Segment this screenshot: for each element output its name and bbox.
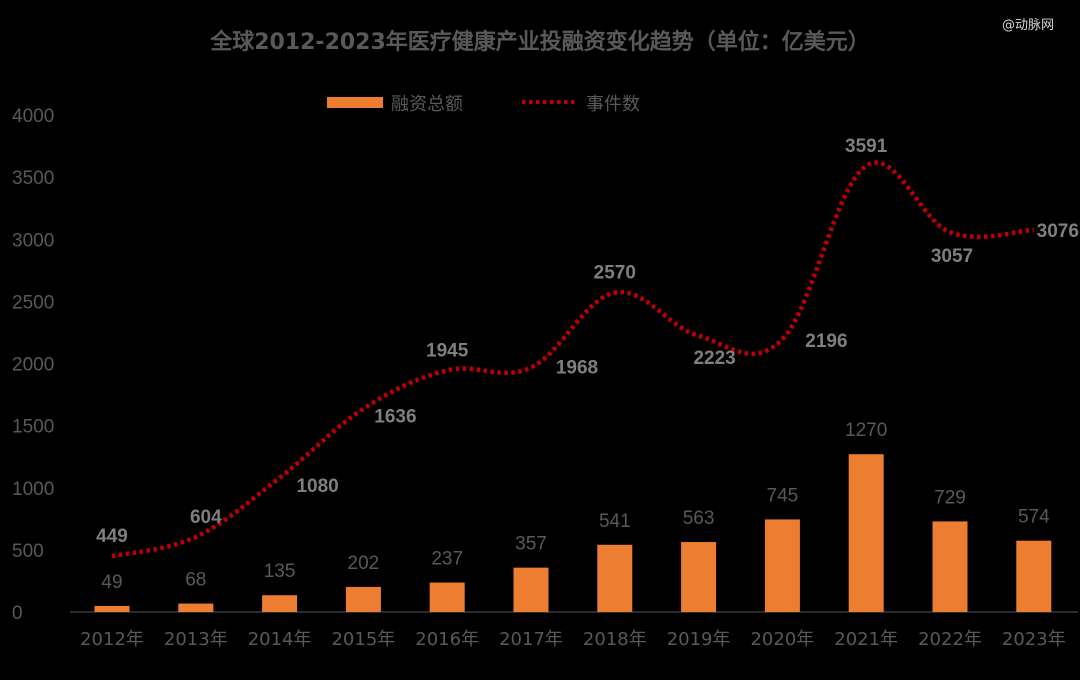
bar xyxy=(345,586,381,612)
line-data-label: 3591 xyxy=(845,136,888,157)
y-tick-label: 3000 xyxy=(12,230,54,251)
bar-data-label: 541 xyxy=(599,511,631,532)
line-data-label: 1945 xyxy=(426,340,469,361)
legend: 融资总额 事件数 xyxy=(327,94,640,115)
line-data-label: 2196 xyxy=(805,331,847,352)
y-axis: 0 500 1000 1500 2000 2500 3000 3500 4000 xyxy=(12,106,54,624)
line-labels: 449 604 1080 1636 1945 1968 2570 2223 2196 3591 30… xyxy=(96,136,1079,547)
x-tick-label: 2022年 xyxy=(918,629,982,650)
x-tick-label: 2018年 xyxy=(583,629,647,650)
legend-label-line: 事件数 xyxy=(586,94,640,115)
bar-data-label: 237 xyxy=(431,549,463,570)
line-data-label: 2223 xyxy=(693,348,735,369)
bar xyxy=(94,605,130,612)
bar-series xyxy=(94,454,1052,612)
x-tick-label: 2019年 xyxy=(667,629,731,650)
bar xyxy=(262,595,298,612)
bar-data-label: 202 xyxy=(348,553,380,574)
bar xyxy=(764,519,800,612)
watermark: @动脉网 xyxy=(1002,18,1054,33)
bar-data-label: 135 xyxy=(264,561,296,582)
bar-data-label: 729 xyxy=(934,487,966,508)
bar xyxy=(597,544,633,612)
line-data-label: 604 xyxy=(190,507,222,528)
bar xyxy=(681,542,717,612)
legend-label-bars: 融资总额 xyxy=(391,94,463,115)
x-axis: 2012年 2013年 2014年 2015年 2016年 2017年 2018年 2019年… xyxy=(80,629,1066,650)
bar-data-label: 1270 xyxy=(845,420,887,441)
x-tick-label: 2014年 xyxy=(248,629,312,650)
bar xyxy=(178,603,214,612)
y-tick-label: 4000 xyxy=(12,106,54,127)
chart-title: 全球2012-2023年医疗健康产业投融资变化趋势（单位：亿美元） xyxy=(209,29,870,55)
x-tick-label: 2023年 xyxy=(1002,629,1066,650)
line-data-label: 3076 xyxy=(1037,221,1079,242)
bar-labels: 49 68 135 202 237 357 541 563 745 1270 729 574 xyxy=(101,420,1050,593)
y-tick-label: 3500 xyxy=(12,168,54,189)
bar xyxy=(932,521,968,612)
line-data-label: 1968 xyxy=(556,357,598,378)
line-series xyxy=(111,160,1034,559)
line-path xyxy=(111,160,1034,559)
x-tick-label: 2017年 xyxy=(499,629,563,650)
line-data-label: 1080 xyxy=(296,476,338,497)
y-tick-label: 500 xyxy=(12,541,44,562)
x-tick-label: 2015年 xyxy=(331,629,395,650)
y-tick-label: 2500 xyxy=(12,292,54,313)
bar-data-label: 745 xyxy=(767,485,799,506)
bar xyxy=(848,454,884,612)
x-tick-label: 2013年 xyxy=(164,629,228,650)
y-tick-label: 0 xyxy=(12,603,23,624)
bar xyxy=(429,582,465,612)
x-tick-label: 2021年 xyxy=(834,629,898,650)
x-tick-label: 2016年 xyxy=(415,629,479,650)
bar-data-label: 49 xyxy=(101,572,122,593)
x-tick-label: 2020年 xyxy=(750,629,814,650)
bar xyxy=(1016,540,1052,612)
line-data-label: 3057 xyxy=(931,246,973,267)
line-data-label: 1636 xyxy=(374,407,416,428)
bar xyxy=(513,567,549,612)
bar-data-label: 574 xyxy=(1018,507,1050,528)
y-tick-label: 1000 xyxy=(12,479,54,500)
legend-bar-swatch xyxy=(327,97,383,108)
x-tick-label: 2012年 xyxy=(80,629,144,650)
line-data-label: 2570 xyxy=(594,263,636,284)
bar-data-label: 68 xyxy=(185,570,206,591)
y-tick-label: 1500 xyxy=(12,417,54,438)
bar-data-label: 357 xyxy=(515,534,547,555)
line-data-label: 449 xyxy=(96,526,128,547)
bar-data-label: 563 xyxy=(683,508,715,529)
y-tick-label: 2000 xyxy=(12,355,54,376)
